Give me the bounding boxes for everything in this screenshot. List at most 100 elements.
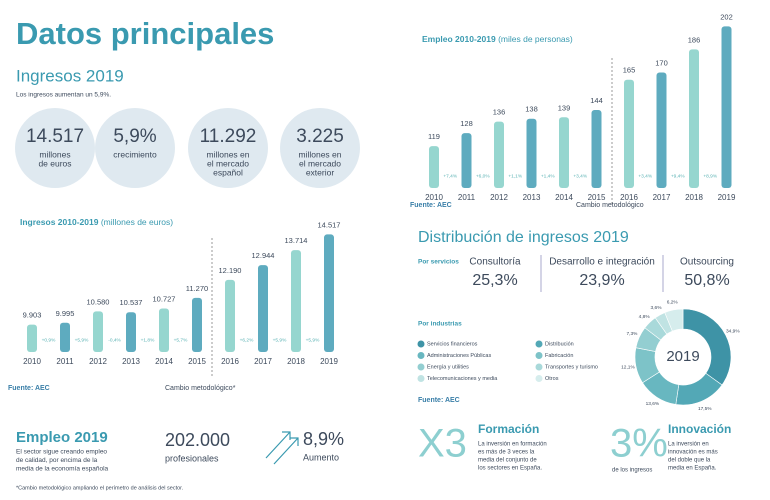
text-line: millones en xyxy=(299,149,342,159)
text-line: los sectores en España. xyxy=(478,466,542,472)
value-label: 13.714 xyxy=(285,236,308,245)
x-tick-label: 2012 xyxy=(89,357,107,366)
legend-label: Distribución xyxy=(545,341,574,347)
growth-label: +5,9% xyxy=(306,337,320,343)
x-tick-label: 2014 xyxy=(155,357,173,366)
text-line: de calidad, por encima de la xyxy=(16,457,98,464)
kpi-circle xyxy=(188,108,268,188)
value-label: 10.580 xyxy=(87,297,110,306)
bar xyxy=(656,72,667,188)
kpi-value: 14.517 xyxy=(26,126,84,147)
section-title: Ingresos 2019 xyxy=(16,66,124,85)
x-tick-label: 2019 xyxy=(718,193,736,202)
source: Fuente: AEC xyxy=(410,202,452,209)
text-line: La inversión en formación xyxy=(478,442,547,448)
value-label: 12,1% xyxy=(621,365,635,371)
value-label: 165 xyxy=(623,66,636,75)
section-title: Innovación xyxy=(668,422,731,436)
growth-label: +5,9% xyxy=(75,337,89,343)
value-label: 9.903 xyxy=(23,311,42,320)
value-label: 10.537 xyxy=(120,298,143,307)
page-title: Datos principales xyxy=(16,16,274,51)
legend-label: Servicios financieros xyxy=(427,341,478,347)
legend-label: Energía y utilities xyxy=(427,364,469,370)
chart-title: Empleo 2010-2019 (miles de personas) xyxy=(422,34,573,44)
legend-swatch xyxy=(417,352,425,359)
bar xyxy=(324,234,334,352)
x-tick-label: 2010 xyxy=(425,193,443,202)
bar xyxy=(126,312,136,352)
legend-swatch xyxy=(417,375,425,382)
value-label: 119 xyxy=(428,132,440,141)
text-line: exterior xyxy=(306,167,335,177)
value-label: 144 xyxy=(590,96,603,105)
value-label: 202 xyxy=(720,12,733,21)
label: de los ingresos xyxy=(612,468,652,474)
growth-label: +9,4% xyxy=(671,173,685,179)
legend-swatch xyxy=(535,363,543,371)
x-tick-label: 2016 xyxy=(221,357,239,366)
text-line: es más de 3 veces la xyxy=(478,450,535,456)
bar xyxy=(461,133,472,188)
growth-label: +5,9% xyxy=(273,337,287,343)
bar xyxy=(624,79,634,188)
legend-label: Administraciones Públicas xyxy=(427,353,491,359)
value-label: 138 xyxy=(525,105,538,114)
growth-label: +6,0% xyxy=(476,173,490,179)
kpi-value: 3.225 xyxy=(296,126,344,147)
text-line: de euros xyxy=(38,158,71,168)
text-line: media del conjunto de xyxy=(478,458,537,464)
label: Aumento xyxy=(303,452,339,462)
text-line: el mercado xyxy=(299,158,341,168)
growth-label: +6,2% xyxy=(240,337,254,343)
text-line: La inversión en xyxy=(668,442,709,448)
label: Por industrias xyxy=(418,321,462,328)
kpi-circle xyxy=(95,108,175,188)
x-tick-label: 2018 xyxy=(685,193,703,202)
bar xyxy=(258,265,268,352)
service-name: Desarrollo e integración xyxy=(549,257,655,268)
section-title: Distribución de ingresos 2019 xyxy=(418,229,629,246)
value-label: 170 xyxy=(655,59,668,68)
annotation: Cambio metodológico xyxy=(576,202,644,209)
service-value: 23,9% xyxy=(579,272,624,289)
section-title: Formación xyxy=(478,422,539,436)
text-line: crecimiento xyxy=(113,149,157,159)
bar xyxy=(159,308,169,352)
bar xyxy=(225,279,235,352)
service-name: Outsourcing xyxy=(680,257,734,268)
legend-label: Telecomunicaciones y media xyxy=(427,376,498,382)
x-tick-label: 2013 xyxy=(122,357,140,366)
value-label: 14.517 xyxy=(318,220,341,229)
text-line: millones xyxy=(39,149,70,159)
legend-label: Fabricación xyxy=(545,353,573,359)
growth-label: +7,4% xyxy=(443,173,457,179)
chart-title: Ingresos 2010-2019 (millones de euros) xyxy=(20,217,173,227)
legend-label: Otros xyxy=(545,376,559,382)
x-tick-label: 2019 xyxy=(320,357,338,366)
bar xyxy=(60,322,70,352)
x-tick-label: 2016 xyxy=(620,193,638,202)
x-tick-label: 2011 xyxy=(458,193,476,202)
value-label: 186 xyxy=(688,35,701,44)
x-tick-label: 2018 xyxy=(287,357,305,366)
value-label: 6,2% xyxy=(667,299,679,305)
value-label: 13,6% xyxy=(646,401,660,407)
kpi-circle xyxy=(15,108,95,188)
value-label: 7,3% xyxy=(626,331,638,337)
bar xyxy=(721,26,732,189)
bar xyxy=(27,324,37,352)
figure: 3% xyxy=(610,422,668,466)
bar xyxy=(494,121,504,188)
bar xyxy=(192,297,202,352)
bar xyxy=(526,118,537,188)
text-line: del doble que la xyxy=(668,458,711,464)
value-label: 10.727 xyxy=(153,294,176,303)
value-label: 11.270 xyxy=(186,284,208,293)
legend-swatch xyxy=(535,352,543,359)
legend-swatch xyxy=(417,363,425,371)
bar xyxy=(689,49,699,188)
growth-label: +8,9% xyxy=(703,173,717,179)
bar xyxy=(591,110,602,188)
